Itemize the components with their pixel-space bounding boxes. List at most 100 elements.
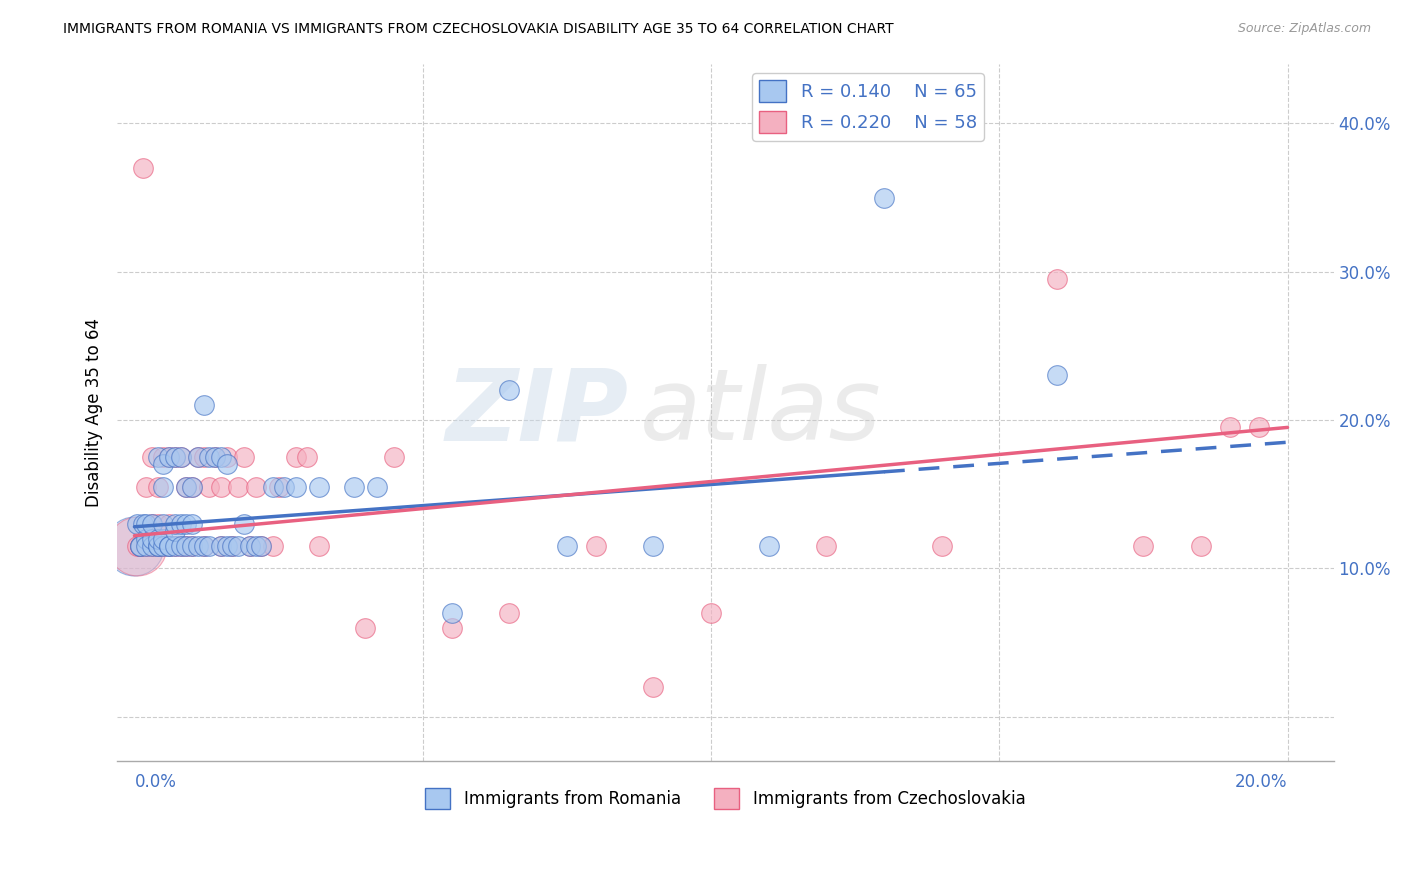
Point: [267, 480, 290, 494]
Point: [204, 450, 226, 464]
Point: [643, 539, 665, 553]
Point: [129, 539, 152, 553]
Point: [239, 539, 262, 553]
Text: IMMIGRANTS FROM ROMANIA VS IMMIGRANTS FROM CZECHOSLOVAKIA DISABILITY AGE 35 TO 6: IMMIGRANTS FROM ROMANIA VS IMMIGRANTS FR…: [63, 22, 894, 37]
Point: [146, 539, 169, 553]
Point: [129, 539, 152, 553]
Point: [498, 384, 520, 398]
Point: [226, 539, 249, 553]
Point: [163, 450, 186, 464]
Point: [239, 539, 262, 553]
Point: [152, 458, 174, 472]
Point: [176, 480, 198, 494]
Point: [176, 516, 198, 531]
Point: [141, 539, 163, 553]
Point: [643, 680, 665, 694]
Point: [931, 539, 953, 553]
Text: 20.0%: 20.0%: [1234, 773, 1288, 791]
Point: [215, 450, 238, 464]
Point: [262, 480, 284, 494]
Point: [308, 480, 330, 494]
Point: [124, 539, 146, 553]
Point: [221, 539, 243, 553]
Point: [209, 450, 232, 464]
Point: [215, 458, 238, 472]
Point: [354, 621, 377, 635]
Point: [1132, 539, 1154, 553]
Point: [169, 450, 191, 464]
Point: [157, 450, 180, 464]
Point: [555, 539, 578, 553]
Point: [132, 516, 155, 531]
Point: [132, 161, 155, 175]
Point: [198, 480, 221, 494]
Point: [146, 450, 169, 464]
Point: [181, 480, 204, 494]
Point: [157, 539, 180, 553]
Point: [127, 539, 149, 553]
Point: [169, 539, 191, 553]
Point: [1247, 420, 1270, 434]
Point: [758, 539, 780, 553]
Point: [146, 516, 169, 531]
Point: [585, 539, 607, 553]
Point: [141, 450, 163, 464]
Point: [284, 450, 307, 464]
Point: [146, 539, 169, 553]
Point: [135, 539, 157, 553]
Point: [181, 539, 204, 553]
Point: [141, 539, 163, 553]
Point: [169, 450, 191, 464]
Point: [163, 524, 186, 539]
Point: [233, 450, 256, 464]
Point: [169, 539, 191, 553]
Y-axis label: Disability Age 35 to 64: Disability Age 35 to 64: [86, 318, 103, 507]
Point: [146, 539, 169, 553]
Point: [157, 516, 180, 531]
Text: atlas: atlas: [640, 364, 882, 461]
Point: [366, 480, 388, 494]
Point: [129, 539, 152, 553]
Point: [198, 539, 221, 553]
Point: [163, 539, 186, 553]
Point: [382, 450, 405, 464]
Point: [193, 539, 215, 553]
Point: [209, 539, 232, 553]
Point: [181, 480, 204, 494]
Point: [176, 539, 198, 553]
Point: [152, 539, 174, 553]
Point: [209, 480, 232, 494]
Point: [221, 539, 243, 553]
Point: [129, 539, 152, 553]
Point: [141, 516, 163, 531]
Point: [152, 532, 174, 546]
Point: [152, 450, 174, 464]
Point: [873, 190, 896, 204]
Point: [135, 516, 157, 531]
Point: [815, 539, 838, 553]
Point: [1189, 539, 1212, 553]
Point: [209, 539, 232, 553]
Point: [198, 450, 221, 464]
Point: [245, 539, 267, 553]
Point: [273, 480, 295, 494]
Point: [297, 450, 319, 464]
Point: [181, 539, 204, 553]
Point: [193, 539, 215, 553]
Point: [308, 539, 330, 553]
Point: [204, 450, 226, 464]
Point: [163, 539, 186, 553]
Point: [1219, 420, 1241, 434]
Point: [1046, 272, 1069, 286]
Point: [215, 539, 238, 553]
Point: [440, 606, 463, 620]
Point: [342, 480, 364, 494]
Legend: Immigrants from Romania, Immigrants from Czechoslovakia: Immigrants from Romania, Immigrants from…: [419, 781, 1032, 815]
Point: [152, 480, 174, 494]
Point: [152, 516, 174, 531]
Point: [152, 539, 174, 553]
Point: [176, 480, 198, 494]
Point: [135, 532, 157, 546]
Point: [157, 539, 180, 553]
Point: [157, 539, 180, 553]
